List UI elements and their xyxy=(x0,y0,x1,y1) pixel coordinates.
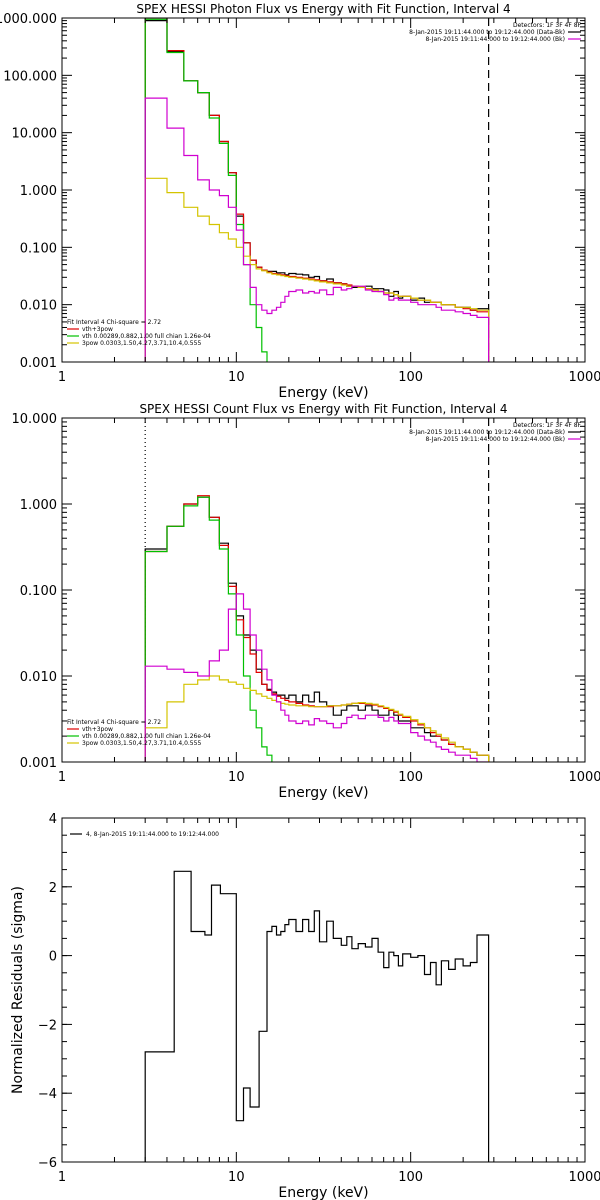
x-axis-label: Energy (keV) xyxy=(278,1185,368,1200)
y-tick-label: 0.100 xyxy=(20,584,57,599)
legend-entry-label: Detectors: 1F 3F 4F 8F xyxy=(513,422,582,429)
residuals-panel: 1 10 100 1000 Energy (keV) −6 −4 −2 0 2 4 Normalize… xyxy=(10,812,600,1200)
x-tick-label: 1 xyxy=(58,370,66,385)
y-tick-label: 10.000 xyxy=(12,127,58,142)
chart-title: SPEX HESSI Count Flux vs Energy with Fit… xyxy=(139,402,507,416)
x-tick-label: 100 xyxy=(398,770,423,785)
legend-entry-label: 8-Jan-2015 19:11:44.000 to 19:12:44.000 … xyxy=(409,429,565,436)
y-axis: 0.001 0.010 0.100 1.000 10.000 xyxy=(12,412,585,771)
legend-top-left: 4, 8-Jan-2015 19:11:44.000 to 19:12:44.0… xyxy=(70,831,219,838)
y-tick-label: 0.010 xyxy=(20,670,57,685)
legend-entry-label: 3pow 0.0303,1.50,4.27,3.71,10.4,0.555 xyxy=(82,340,201,347)
series-group xyxy=(144,870,490,1162)
series-line xyxy=(144,496,490,762)
fit-legend-header: Fit Interval 4 Chi-square = 2.72 xyxy=(67,319,161,326)
y-tick-label: 100.000 xyxy=(3,69,57,84)
y-tick-label: 1.000 xyxy=(20,498,57,513)
series-line xyxy=(144,20,490,362)
y-tick-label: 1.000 xyxy=(20,184,57,199)
x-axis: 1 10 100 1000 xyxy=(58,418,600,785)
y-tick-label: 2 xyxy=(49,881,57,896)
series-group xyxy=(144,18,490,362)
x-axis-label: Energy (keV) xyxy=(278,785,368,801)
y-tick-label: 0.010 xyxy=(20,299,57,314)
y-axis-label: Normalized Residuals (sigma) xyxy=(10,886,26,1094)
legend-entry-label: 4, 8-Jan-2015 19:11:44.000 to 19:12:44.0… xyxy=(86,831,219,838)
photon-flux-panel: SPEX HESSI Photon Flux vs Energy with Fi… xyxy=(0,2,600,401)
marker-lines xyxy=(144,418,490,762)
plot-frame xyxy=(61,417,586,763)
count-flux-panel: SPEX HESSI Count Flux vs Energy with Fit… xyxy=(12,402,600,801)
plot-frame xyxy=(61,817,586,1163)
series-line xyxy=(144,593,490,762)
legend-entry-label: 8-Jan-2015 19:11:44.000 to 19:12:44.000 … xyxy=(409,29,565,36)
series-line xyxy=(144,495,490,762)
legend-bottom-left: Fit Interval 4 Chi-square = 2.72vth+3pow… xyxy=(67,719,211,747)
x-tick-label: 100 xyxy=(398,370,423,385)
series-line xyxy=(144,97,490,362)
x-tick-label: 1000 xyxy=(568,370,600,385)
series-line xyxy=(144,177,490,362)
y-tick-label: 10.000 xyxy=(12,412,58,427)
series-line xyxy=(144,675,490,762)
x-tick-label: 1000 xyxy=(568,770,600,785)
x-tick-label: 10 xyxy=(228,1170,245,1185)
legend-top-right: Detectors: 1F 3F 4F 8F8-Jan-2015 19:11:4… xyxy=(409,22,581,43)
y-tick-label: 0.001 xyxy=(20,356,57,371)
x-tick-label: 1 xyxy=(58,1170,66,1185)
y-tick-label: 0 xyxy=(49,950,57,965)
y-axis: 0.001 0.010 0.100 1.000 10.000 100.000 1000.00… xyxy=(0,12,585,371)
y-tick-label: −6 xyxy=(38,1156,57,1171)
y-tick-label: −4 xyxy=(38,1087,57,1102)
x-tick-label: 10 xyxy=(228,370,245,385)
legend-entry-label: vth+3pow xyxy=(82,726,113,733)
legend-entry-label: vth 0.00289,0.882,1.00 full chian 1.26e-… xyxy=(82,733,211,740)
legend-entry-label: 8-Jan-2015 19:11:44.000 to 19:12:44.000 … xyxy=(425,436,565,443)
series-line xyxy=(144,18,490,362)
x-axis: 1 10 100 1000 xyxy=(58,18,600,385)
y-tick-label: 0.001 xyxy=(20,756,57,771)
y-tick-label: 0.100 xyxy=(20,241,57,256)
legend-entry-label: 3pow 0.0303,1.50,4.27,3.71,10.4,0.555 xyxy=(82,740,201,747)
plot-frame xyxy=(61,17,586,363)
y-axis: −6 −4 −2 0 2 4 xyxy=(38,812,585,1171)
legend-entry-label: Detectors: 1F 3F 4F 8F xyxy=(513,22,582,29)
y-tick-label: 4 xyxy=(49,812,57,827)
y-tick-label: −2 xyxy=(38,1018,57,1033)
y-tick-label: 1000.000 xyxy=(0,12,57,27)
legend-bottom-left: Fit Interval 4 Chi-square = 2.72vth+3pow… xyxy=(67,319,211,347)
x-tick-label: 10 xyxy=(228,770,245,785)
series-group xyxy=(144,495,490,762)
x-tick-label: 1 xyxy=(58,770,66,785)
series-line xyxy=(144,870,490,1162)
x-tick-label: 100 xyxy=(398,1170,423,1185)
x-axis-label: Energy (keV) xyxy=(278,385,368,401)
legend-entry-label: 8-Jan-2015 19:11:44.000 to 19:12:44.000 … xyxy=(425,36,565,43)
legend-entry-label: vth 0.00289,0.882,1.00 full chian 1.26e-… xyxy=(82,333,211,340)
legend-top-right: Detectors: 1F 3F 4F 8F8-Jan-2015 19:11:4… xyxy=(409,422,581,443)
marker-lines xyxy=(144,18,490,362)
series-line xyxy=(144,18,268,362)
x-axis: 1 10 100 1000 xyxy=(58,818,600,1185)
legend-entry-label: vth+3pow xyxy=(82,326,113,333)
x-tick-label: 1000 xyxy=(568,1170,600,1185)
chart-title: SPEX HESSI Photon Flux vs Energy with Fi… xyxy=(136,2,510,16)
fit-legend-header: Fit Interval 4 Chi-square = 2.72 xyxy=(67,719,161,726)
series-line xyxy=(144,496,273,762)
